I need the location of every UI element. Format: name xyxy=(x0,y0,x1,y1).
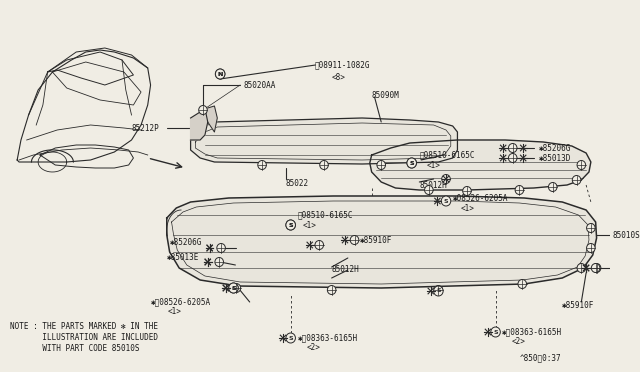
Circle shape xyxy=(315,241,324,250)
Circle shape xyxy=(508,144,517,153)
Circle shape xyxy=(407,158,417,168)
Circle shape xyxy=(587,244,595,253)
Text: ✱85013E: ✱85013E xyxy=(167,253,199,263)
Circle shape xyxy=(258,160,266,170)
Text: ✱85206G: ✱85206G xyxy=(170,237,202,247)
Circle shape xyxy=(591,263,600,273)
Circle shape xyxy=(491,327,500,337)
Text: ^850⁳0:37: ^850⁳0:37 xyxy=(520,353,561,362)
Circle shape xyxy=(407,158,417,168)
Polygon shape xyxy=(191,118,458,164)
Circle shape xyxy=(434,286,443,296)
Circle shape xyxy=(286,220,296,230)
Text: ✱Ⓢ08526-6205A: ✱Ⓢ08526-6205A xyxy=(150,298,211,307)
Circle shape xyxy=(592,263,601,273)
Text: S: S xyxy=(436,289,441,294)
Text: ✱Ⓢ08363-6165H: ✱Ⓢ08363-6165H xyxy=(298,334,358,343)
Circle shape xyxy=(215,257,223,266)
Text: <2>: <2> xyxy=(307,343,321,353)
Text: ✱08526-6205A: ✱08526-6205A xyxy=(452,193,508,202)
Text: NOTE : THE PARTS MARKED ✻ IN THE: NOTE : THE PARTS MARKED ✻ IN THE xyxy=(10,322,157,331)
Text: ✱Ⓢ08363-6165H: ✱Ⓢ08363-6165H xyxy=(502,327,563,337)
Text: ✱85206G: ✱85206G xyxy=(538,144,571,153)
Text: WITH PART CODE 85010S: WITH PART CODE 85010S xyxy=(10,344,139,353)
Text: ⓝ08911-1082G: ⓝ08911-1082G xyxy=(314,61,370,70)
Circle shape xyxy=(508,154,517,163)
Circle shape xyxy=(350,235,359,244)
Text: N: N xyxy=(218,71,223,77)
Circle shape xyxy=(216,69,225,79)
Circle shape xyxy=(463,186,471,196)
Circle shape xyxy=(587,224,595,232)
Polygon shape xyxy=(370,140,591,190)
Text: 85212P: 85212P xyxy=(131,124,159,132)
Text: ✱85013D: ✱85013D xyxy=(538,154,571,163)
Text: S: S xyxy=(289,222,293,228)
Circle shape xyxy=(442,174,451,183)
Text: S: S xyxy=(231,285,236,291)
Text: 85022: 85022 xyxy=(286,179,309,187)
Circle shape xyxy=(320,160,328,170)
Circle shape xyxy=(216,69,225,79)
Circle shape xyxy=(198,106,207,115)
Circle shape xyxy=(441,196,451,206)
Text: <2>: <2> xyxy=(512,337,525,346)
Circle shape xyxy=(228,283,238,293)
Text: Ⓢ08510-6165C: Ⓢ08510-6165C xyxy=(419,151,475,160)
Circle shape xyxy=(577,263,586,273)
Circle shape xyxy=(518,279,527,289)
Circle shape xyxy=(377,160,385,170)
Text: <1>: <1> xyxy=(460,203,474,212)
Text: S: S xyxy=(410,160,414,166)
Text: ✱85910F: ✱85910F xyxy=(360,235,392,244)
Polygon shape xyxy=(191,108,208,140)
Text: <1>: <1> xyxy=(427,160,441,170)
Circle shape xyxy=(434,285,443,295)
Text: ILLUSTRATION ARE INCLUDED: ILLUSTRATION ARE INCLUDED xyxy=(10,333,157,342)
Circle shape xyxy=(572,176,581,185)
Circle shape xyxy=(327,285,336,295)
Circle shape xyxy=(424,186,433,195)
Text: 85010S: 85010S xyxy=(612,231,640,240)
Text: <1>: <1> xyxy=(303,221,317,230)
Circle shape xyxy=(286,333,296,343)
Circle shape xyxy=(217,244,225,253)
Circle shape xyxy=(548,183,557,192)
Polygon shape xyxy=(167,196,596,288)
Text: 85020AA: 85020AA xyxy=(243,80,275,90)
Text: Ⓢ08510-6165C: Ⓢ08510-6165C xyxy=(298,211,353,219)
Text: S: S xyxy=(289,336,293,340)
Text: S: S xyxy=(231,285,236,291)
Circle shape xyxy=(286,220,296,230)
Text: S: S xyxy=(493,330,498,334)
Circle shape xyxy=(577,160,586,170)
Text: ✱85910F: ✱85910F xyxy=(563,301,595,310)
Text: 85012H: 85012H xyxy=(419,180,447,189)
Text: S: S xyxy=(289,222,293,228)
Circle shape xyxy=(228,283,238,293)
Polygon shape xyxy=(208,106,218,132)
Circle shape xyxy=(515,186,524,195)
Text: 85012H: 85012H xyxy=(332,266,360,275)
Circle shape xyxy=(232,283,241,292)
Text: <1>: <1> xyxy=(168,308,182,317)
Text: S: S xyxy=(444,199,449,203)
Text: <8>: <8> xyxy=(332,73,346,81)
Text: S: S xyxy=(410,160,414,166)
Text: 85090M: 85090M xyxy=(372,90,399,99)
Text: N: N xyxy=(218,71,223,77)
